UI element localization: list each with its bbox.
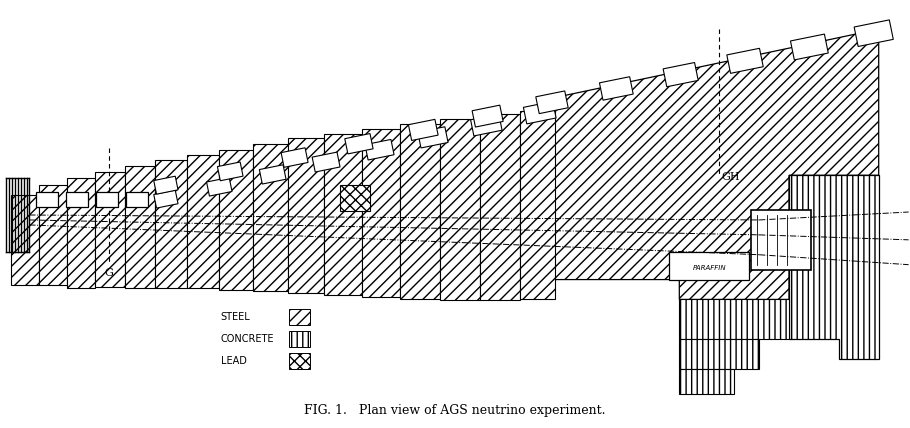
Text: FIG. 1.   Plan view of AGS neutrino experiment.: FIG. 1. Plan view of AGS neutrino experi…: [304, 404, 606, 417]
Text: LEAD: LEAD: [221, 356, 247, 366]
Bar: [96, 172, 125, 286]
Bar: [36, 192, 58, 207]
Bar: [440, 119, 480, 300]
Polygon shape: [470, 114, 502, 136]
Text: G: G: [105, 268, 114, 278]
Bar: [679, 339, 759, 369]
Bar: [400, 124, 440, 300]
Bar: [679, 369, 734, 394]
Polygon shape: [727, 48, 763, 73]
Polygon shape: [154, 190, 178, 208]
Polygon shape: [217, 162, 243, 181]
Polygon shape: [536, 91, 568, 113]
Bar: [67, 178, 96, 288]
Bar: [480, 114, 520, 300]
Polygon shape: [600, 77, 633, 100]
Bar: [679, 300, 789, 339]
Polygon shape: [154, 176, 178, 194]
Polygon shape: [418, 127, 448, 148]
Polygon shape: [345, 134, 373, 154]
Text: PARAFFIN: PARAFFIN: [693, 265, 726, 270]
Polygon shape: [472, 105, 503, 127]
Bar: [751, 210, 811, 270]
Bar: [288, 309, 310, 325]
Bar: [187, 155, 218, 288]
Polygon shape: [409, 119, 438, 140]
Polygon shape: [854, 20, 894, 47]
Polygon shape: [259, 165, 286, 184]
Bar: [362, 128, 400, 297]
Bar: [670, 252, 749, 279]
Text: STEEL: STEEL: [221, 312, 250, 322]
Polygon shape: [312, 152, 340, 172]
Bar: [520, 111, 555, 300]
Bar: [288, 331, 310, 347]
Polygon shape: [365, 140, 394, 160]
Polygon shape: [523, 101, 556, 124]
Polygon shape: [281, 148, 308, 167]
Polygon shape: [789, 175, 879, 359]
Text: CONCRETE: CONCRETE: [221, 334, 274, 344]
Polygon shape: [791, 34, 828, 60]
Bar: [96, 192, 118, 207]
Polygon shape: [663, 62, 698, 87]
Bar: [39, 185, 67, 285]
Bar: [288, 139, 324, 294]
Bar: [253, 145, 288, 291]
Bar: [288, 353, 310, 369]
Text: GH: GH: [722, 172, 740, 182]
Bar: [218, 150, 253, 289]
Polygon shape: [207, 178, 232, 196]
Bar: [11, 195, 39, 285]
Bar: [126, 192, 148, 207]
Bar: [155, 160, 187, 288]
Polygon shape: [540, 29, 879, 300]
Bar: [340, 185, 370, 211]
Bar: [125, 166, 155, 288]
Bar: [324, 134, 362, 295]
Bar: [66, 192, 88, 207]
